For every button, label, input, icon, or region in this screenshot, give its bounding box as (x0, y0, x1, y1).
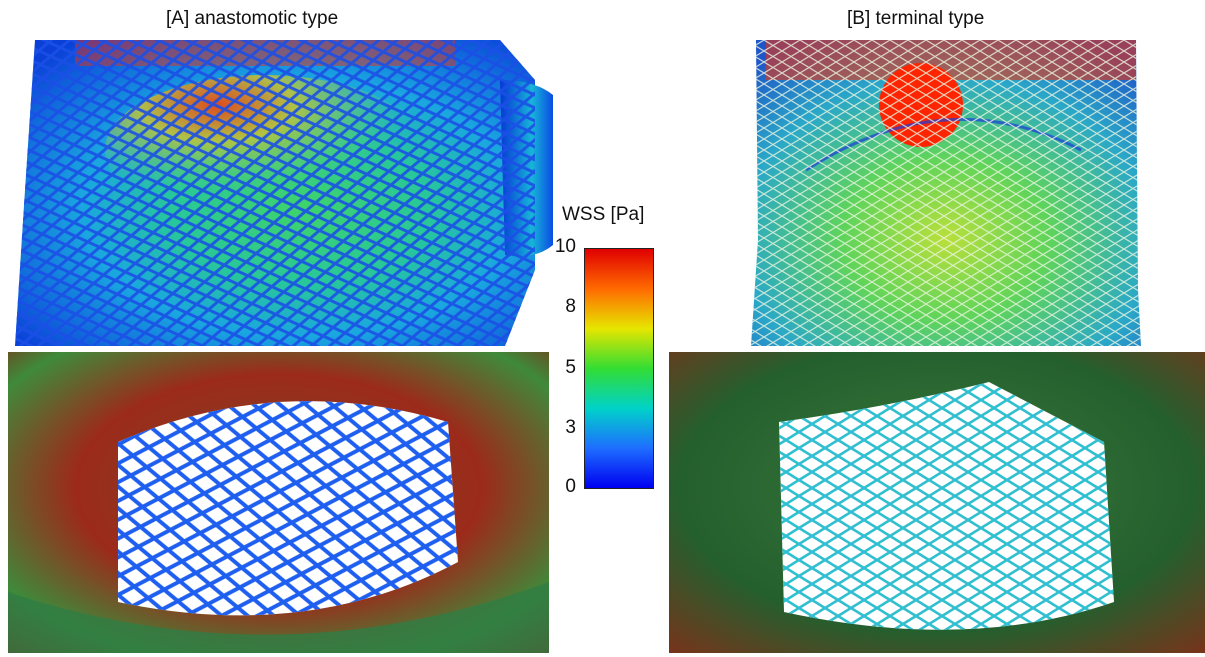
colorbar-gradient (584, 248, 654, 489)
panel-a-title: [A] anastomotic type (166, 8, 339, 29)
colorbar-tick-10: 10 (554, 236, 576, 257)
colorbar-tick-0: 0 (565, 476, 576, 497)
panel-a-top-view (15, 40, 553, 346)
panel-b-top-view (746, 40, 1148, 346)
colorbar-tick-5: 5 (565, 357, 576, 378)
panel-a-bottom-view (8, 352, 549, 653)
colorbar-tick-3: 3 (565, 417, 576, 438)
colorbar-tick-8: 8 (565, 296, 576, 317)
panel-b-bottom-view (669, 352, 1205, 653)
colorbar-title: WSS [Pa] (562, 204, 645, 225)
panel-b-title: [B] terminal type (847, 8, 985, 29)
